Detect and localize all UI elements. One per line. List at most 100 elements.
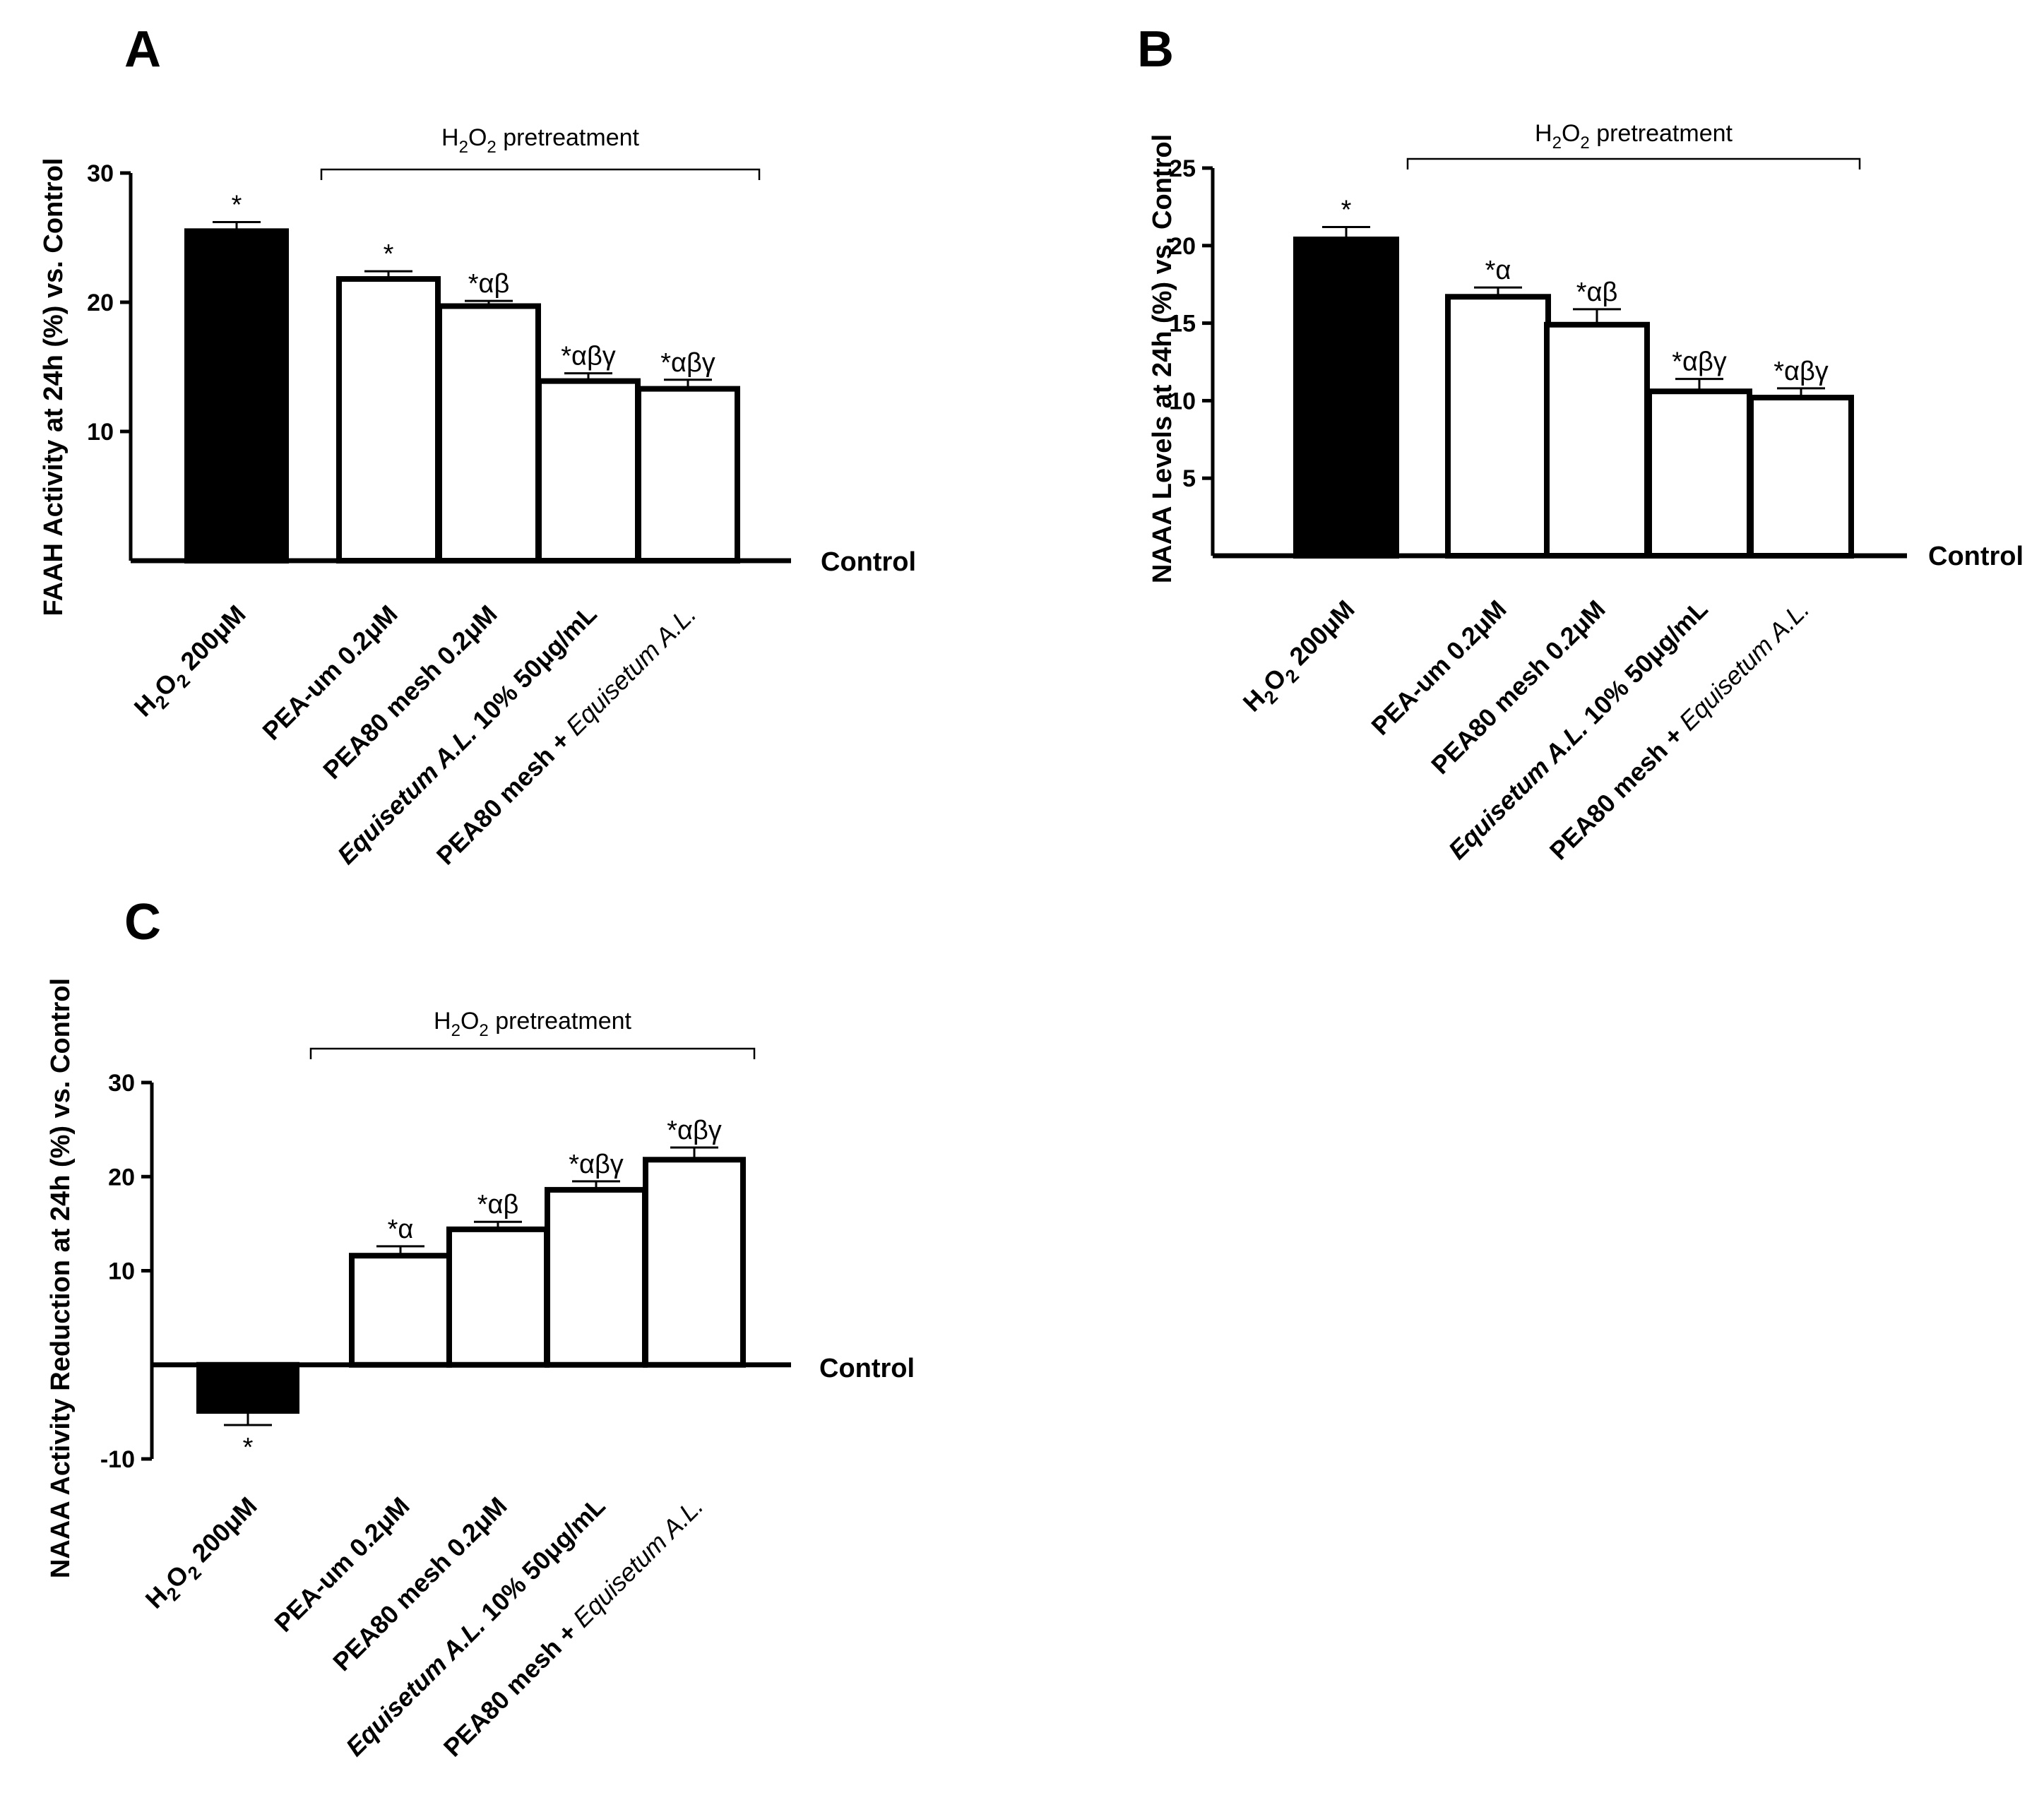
y-tick-label: 10: [108, 1258, 135, 1285]
panel-a-x-label-pea80: PEA80 mesh 0.2μM: [317, 600, 502, 785]
bar-annotation: *α: [388, 1215, 414, 1244]
panel-b-bars: [1293, 237, 1854, 559]
panel-a-bracket-label: H2O2 pretreatment: [441, 124, 639, 157]
bar: [1748, 395, 1854, 559]
error-bar: [1777, 387, 1825, 398]
bar-annotation: *αβ: [468, 269, 510, 299]
panel-b-x-label-h2o2: H2O2 200μM: [1237, 595, 1365, 722]
error-bar: [1573, 308, 1621, 325]
panel-a-x-label-h2o2: H2O2 200μM: [129, 600, 256, 727]
panel-b-axes: [1202, 166, 1907, 559]
error-bar: [376, 1245, 424, 1256]
y-tick-label: 5: [1182, 465, 1196, 492]
error-bar: [364, 270, 412, 280]
panel-a-y-axis-label: FAAH Activity at 24h (%) vs. Control: [39, 158, 69, 616]
panel-b-annotations: * *α *αβ *αβγ *αβγ: [1341, 195, 1829, 386]
error-bar: [213, 221, 261, 232]
bar: [536, 378, 641, 564]
panel-a-axes: [120, 171, 791, 564]
y-tick-label: 15: [1169, 311, 1196, 338]
panel-b-letter: B: [1137, 21, 1174, 78]
bar-annotation: *αβγ: [667, 1116, 722, 1145]
bar-annotation: *αβγ: [660, 348, 715, 378]
panel-a-letter: A: [124, 21, 161, 78]
bar-annotation: *: [243, 1433, 254, 1462]
panel-c-bracket-label: H2O2 pretreatment: [434, 1008, 631, 1040]
panel-b: B NAAA Levels at 24h (%) vs. Control H2O…: [1137, 21, 2024, 866]
error-bar: [572, 1180, 620, 1190]
bar-annotation: *α: [1485, 256, 1511, 285]
bar: [1544, 321, 1650, 559]
bar: [446, 1226, 549, 1368]
panel-a-bracket: H2O2 pretreatment: [320, 124, 761, 180]
panel-a-tick-labels: 10 20 30: [87, 160, 114, 446]
panel-a: A FAAH Activity at 24h (%) vs. Control H…: [39, 21, 916, 871]
error-bar: [670, 1146, 718, 1160]
bar: [1445, 294, 1551, 559]
panel-c-x-label-pea80: PEA80 mesh 0.2μM: [327, 1491, 512, 1676]
panel-c-control-label: Control: [819, 1354, 915, 1383]
error-bar: [664, 379, 712, 389]
error-bar: [1675, 378, 1723, 392]
bar-annotation: *αβ: [477, 1190, 519, 1220]
panel-a-x-labels: H2O2 200μM PEA-um 0.2μM PEA80 mesh 0.2μM…: [129, 600, 702, 871]
panel-b-error-bars: [1322, 225, 1825, 398]
error-bar: [465, 299, 513, 306]
bar: [545, 1186, 648, 1368]
panel-a-bars: [184, 228, 740, 564]
bar-annotation: *: [232, 191, 242, 220]
bar: [196, 1361, 299, 1414]
error-bar: [474, 1220, 522, 1229]
bar-annotation: *αβγ: [569, 1150, 624, 1179]
panel-c-bars: [196, 1157, 746, 1414]
panel-c-x-label-h2o2: H2O2 200μM: [140, 1491, 267, 1619]
panel-b-x-labels: H2O2 200μM PEA-um 0.2μM PEA80 mesh 0.2μM…: [1237, 595, 1815, 866]
y-tick-label: 20: [87, 290, 114, 316]
panel-b-bracket: H2O2 pretreatment: [1406, 120, 1861, 169]
panel-c-y-axis-label: NAAA Activity Reduction at 24h (%) vs. C…: [46, 978, 76, 1578]
bar-annotation: *αβγ: [1672, 347, 1727, 377]
y-tick-label: 10: [87, 419, 114, 446]
panel-a-error-bars: [213, 221, 712, 389]
error-bar: [564, 372, 612, 381]
bar-annotation: *: [1341, 195, 1352, 225]
bar-annotation: *αβγ: [561, 342, 616, 371]
bar: [1646, 388, 1752, 559]
panel-c-x-labels: H2O2 200μM PEA-um 0.2μM PEA80 mesh 0.2μM…: [140, 1491, 709, 1763]
panel-a-control-label: Control: [821, 547, 916, 577]
panel-c-annotations: * *α *αβ *αβγ *αβγ: [243, 1116, 722, 1462]
panel-b-y-axis-label: NAAA Levels at 24h (%) vs. Control: [1148, 134, 1177, 583]
panel-b-control-label: Control: [1928, 542, 2024, 571]
bar-annotation: *αβγ: [1773, 357, 1829, 386]
bar: [643, 1157, 746, 1368]
bar: [1293, 237, 1399, 559]
bar-annotation: *αβ: [1576, 278, 1618, 307]
panel-c-tick-labels: -10 10 20 30: [100, 1070, 135, 1473]
panel-c-error-bars: [224, 1146, 718, 1426]
y-tick-label: 25: [1169, 155, 1196, 182]
panel-b-bracket-label: H2O2 pretreatment: [1535, 120, 1733, 153]
y-tick-label: -10: [100, 1446, 135, 1473]
y-tick-label: 30: [108, 1070, 135, 1097]
panel-a-annotations: * * *αβ *αβγ *αβγ: [232, 191, 715, 378]
panel-c-letter: C: [124, 894, 161, 950]
y-tick-label: 20: [108, 1164, 135, 1191]
error-bar: [1322, 225, 1370, 240]
error-bar: [224, 1411, 272, 1426]
bar: [336, 276, 441, 564]
y-tick-label: 30: [87, 160, 114, 187]
panel-b-tick-labels: 5 10 15 20 25: [1169, 155, 1196, 492]
panel-b-x-label-pea80: PEA80 mesh 0.2μM: [1425, 595, 1610, 780]
bar: [436, 303, 541, 564]
panel-c-axes: [141, 1080, 791, 1461]
y-tick-label: 10: [1169, 388, 1196, 415]
bar-annotation: *: [384, 239, 394, 269]
panel-c-bracket: H2O2 pretreatment: [309, 1008, 756, 1059]
bar: [349, 1253, 452, 1368]
bar: [184, 228, 289, 564]
y-tick-label: 20: [1169, 233, 1196, 260]
bar: [636, 386, 740, 564]
error-bar: [1474, 286, 1522, 297]
panel-c: C NAAA Activity Reduction at 24h (%) vs.…: [46, 894, 915, 1763]
